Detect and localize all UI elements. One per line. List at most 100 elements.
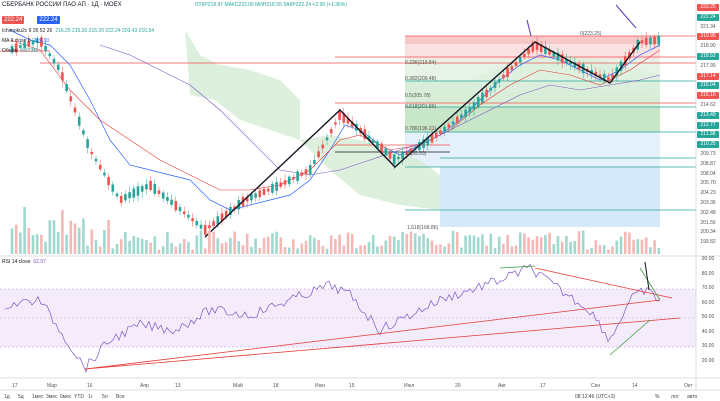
- candle: [233, 206, 236, 210]
- price-axis-label: 201.56: [700, 219, 716, 226]
- candle: [86, 139, 89, 149]
- candle: [472, 102, 476, 110]
- rsi-trendline[interactable]: [84, 299, 661, 370]
- rsi-annotation[interactable]: [609, 319, 651, 356]
- volume-bar: [27, 227, 31, 254]
- arrow-annotation[interactable]: [526, 19, 532, 37]
- fib-label: 1.618(168.86): [407, 225, 439, 231]
- volume-bar: [65, 234, 68, 254]
- volume-bar: [447, 243, 451, 254]
- volume-bar: [115, 243, 119, 254]
- candle: [61, 72, 64, 81]
- candle: [384, 148, 388, 156]
- range-button[interactable]: 6мес: [60, 394, 72, 400]
- candle: [271, 183, 274, 193]
- candle: [77, 116, 81, 126]
- time-axis-label: 17: [12, 383, 18, 389]
- volume-bar: [203, 248, 207, 254]
- candle: [607, 77, 610, 82]
- candle: [10, 46, 14, 53]
- last-price-badge[interactable]: 222.24: [2, 16, 25, 24]
- ichimoku-cloud-1: [185, 30, 300, 140]
- candle: [27, 40, 31, 47]
- volume-bar: [308, 235, 312, 254]
- scale-mode-button[interactable]: лог: [671, 394, 679, 400]
- candle: [245, 196, 249, 202]
- fib-zone-786: [405, 132, 660, 167]
- volume-bar: [380, 245, 383, 254]
- rsi-legend[interactable]: RSI 14 close 62.97: [2, 259, 46, 265]
- candle: [434, 132, 438, 138]
- candle: [292, 177, 295, 180]
- range-button[interactable]: Все: [116, 394, 125, 400]
- candle: [401, 152, 404, 159]
- volume-bar: [161, 246, 165, 254]
- candle: [203, 225, 207, 235]
- trend-zigzag[interactable]: [204, 41, 641, 238]
- range-button[interactable]: 5д: [18, 394, 24, 400]
- volume-bar: [174, 246, 178, 254]
- scale-mode-button[interactable]: %: [655, 394, 660, 400]
- range-button[interactable]: YTD: [74, 394, 84, 400]
- volume-bar: [262, 237, 266, 254]
- rsi-axis-label: 20.00: [701, 357, 715, 364]
- rsi-axis-label: 50.00: [701, 314, 715, 320]
- ichimoku-legend[interactable]: Ichimoku2c 9 26 52 26 216.25 215.20 215.…: [2, 28, 154, 34]
- volume-series: [10, 206, 661, 254]
- range-button[interactable]: 1д: [4, 394, 10, 400]
- volume-bar: [565, 235, 568, 254]
- buy-price-badge[interactable]: 222.24: [37, 16, 60, 24]
- time-axis-label: 20: [455, 383, 461, 389]
- clock[interactable]: 08:12:46 (UTC+3): [575, 394, 616, 400]
- price-axis-label: 217.99: [700, 62, 716, 69]
- time-axis-label: Мар: [47, 383, 57, 389]
- time-axis-label: 14: [632, 383, 638, 389]
- candle: [476, 96, 480, 107]
- time-axis-label: 17: [540, 383, 546, 389]
- symbol-title[interactable]: СБЕРБАНК РОССИИ ПАО АП · 1Д · MOEX: [2, 2, 122, 8]
- candle: [19, 45, 22, 48]
- range-button[interactable]: 1мес: [32, 394, 44, 400]
- ichimoku-cloud-2: [300, 135, 440, 210]
- volume-bar: [623, 231, 627, 254]
- candle: [199, 224, 203, 229]
- candle: [44, 45, 47, 52]
- volume-bar: [607, 249, 610, 254]
- candle: [510, 66, 514, 71]
- scale-mode-button[interactable]: авто: [687, 394, 698, 400]
- candle: [573, 62, 577, 68]
- arrow-annotation[interactable]: [644, 261, 650, 291]
- rsi-trendline[interactable]: [534, 267, 673, 299]
- ichimoku-values: 216.25 215.20 215.20 222.24 203.43 210.5…: [55, 28, 155, 34]
- volume-bar: [594, 240, 598, 254]
- volume-bar: [90, 229, 94, 254]
- rsi-annotation[interactable]: [639, 267, 661, 301]
- volume-bar: [422, 233, 425, 254]
- rsi-annotation[interactable]: [499, 265, 536, 269]
- arrow-annotation[interactable]: [615, 4, 637, 29]
- volume-bar: [342, 245, 346, 254]
- volume-bar: [237, 241, 241, 254]
- volume-bar: [577, 231, 581, 254]
- candle: [460, 114, 463, 119]
- volume-bar: [14, 224, 18, 254]
- candle: [149, 180, 152, 191]
- candle: [539, 44, 543, 53]
- volume-bar: [409, 231, 413, 254]
- volume-bar: [359, 245, 362, 254]
- volume-bar: [464, 235, 467, 254]
- ma-legend[interactable]: MA 9 close 0 219.30: [2, 38, 49, 44]
- time-axis-label: Окт: [684, 383, 693, 389]
- fib-label: 1(189.39): [405, 151, 427, 157]
- range-button[interactable]: 5л: [102, 394, 108, 400]
- candle: [258, 190, 262, 198]
- rsi-trendline[interactable]: [84, 317, 681, 370]
- volume-legend[interactable]: Объём 9.573M: [2, 48, 38, 54]
- candle: [569, 61, 572, 65]
- volume-bar: [271, 233, 274, 254]
- price-axis-label: 213.49: [697, 111, 719, 119]
- range-button[interactable]: 1г: [88, 394, 93, 400]
- range-button[interactable]: 3мес: [46, 394, 58, 400]
- candle: [493, 82, 497, 88]
